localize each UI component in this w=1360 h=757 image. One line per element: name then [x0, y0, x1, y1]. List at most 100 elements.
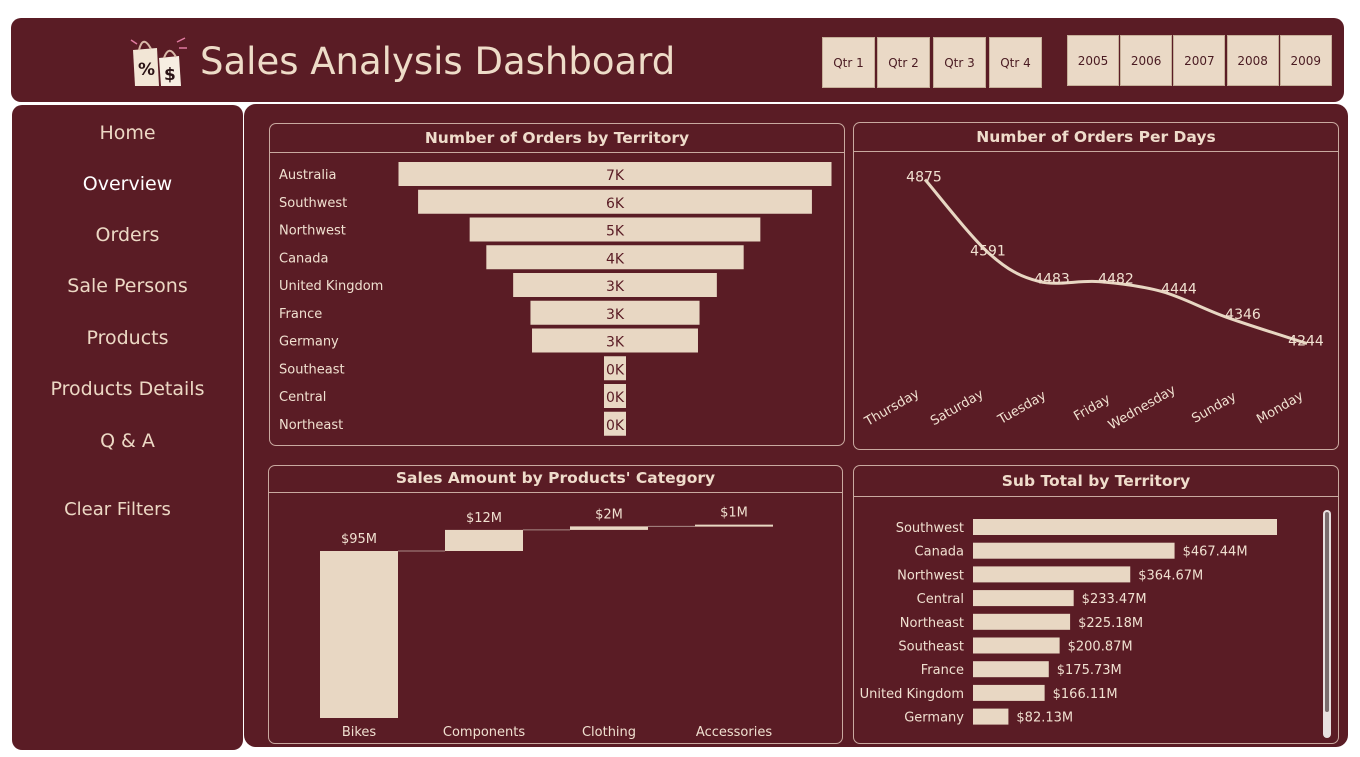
territory-label: France: [279, 307, 322, 322]
waterfall-bar[interactable]: [695, 524, 773, 527]
funnel-bar[interactable]: [398, 162, 832, 186]
subtotal-by-territory-title: Sub Total by Territory: [854, 466, 1338, 497]
nav-products[interactable]: Products: [86, 327, 169, 349]
funnel-bar[interactable]: [469, 217, 761, 242]
funnel-bar[interactable]: [486, 245, 744, 270]
subtotal-bar[interactable]: [973, 637, 1060, 654]
subtotal-bar[interactable]: [973, 519, 1277, 535]
funnel-data-label: 0K: [606, 362, 625, 378]
dollar-symbol: $: [164, 65, 176, 85]
funnel-bar[interactable]: [604, 411, 626, 436]
subtotal-data-label: $225.18M: [1078, 616, 1143, 631]
slicer-year-2008[interactable]: 2008: [1226, 35, 1279, 86]
funnel-data-label: 7K: [606, 168, 625, 184]
day-tick-label: Sunday: [1189, 389, 1239, 426]
funnel-data-label: 0K: [606, 390, 625, 406]
territory-label: Germany: [904, 711, 964, 726]
clear-filters-button[interactable]: Clear Filters: [64, 499, 171, 520]
territory-label: Northeast: [279, 418, 343, 433]
slicer-year-2007[interactable]: 2007: [1173, 35, 1226, 86]
line-data-label: 4591: [970, 243, 1006, 259]
subtotal-bar[interactable]: [973, 566, 1131, 583]
subtotal-by-territory-chart: Southwest Canada $467.44M Northwest $364.67M…: [860, 519, 1277, 726]
line-data-label: 4244: [1288, 334, 1324, 350]
nav-overview[interactable]: Overview: [82, 173, 173, 195]
funnel-data-label: 3K: [606, 307, 625, 323]
waterfall-data-label: $2M: [595, 507, 623, 522]
waterfall-bar[interactable]: [320, 551, 398, 718]
shopping-bags-icon: % $: [130, 37, 187, 86]
sidebar-nav: Home Overview Orders Sale Persons Produc…: [12, 105, 243, 750]
funnel-bar[interactable]: [532, 328, 698, 353]
territory-label: Northwest: [897, 568, 964, 583]
territory-label: Northeast: [900, 616, 964, 631]
territory-label: Central: [917, 592, 964, 607]
category-tick-label: Clothing: [582, 725, 636, 740]
category-tick-label: Bikes: [342, 725, 377, 740]
subtotal-by-territory-card: Sub Total by Territory Southwest Canada $4…: [853, 465, 1339, 744]
category-tick-label: Components: [443, 725, 525, 740]
orders-by-territory-chart: Australia 7K Southwest 6K Northwest 5K Canada 4…: [279, 162, 832, 436]
waterfall-data-label: $95M: [341, 532, 377, 547]
line-data-label: 4483: [1034, 271, 1070, 287]
category-tick-label: Accessories: [696, 725, 772, 740]
line-data-label: 4346: [1225, 307, 1261, 323]
line-data-label: 4875: [906, 170, 942, 186]
subtotal-data-label: $166.11M: [1053, 687, 1118, 702]
slicer-year-2006[interactable]: 2006: [1120, 35, 1173, 86]
territory-label: Northwest: [279, 224, 346, 239]
line-data-label: 4482: [1098, 272, 1134, 288]
subtotal-bar[interactable]: [973, 661, 1049, 678]
nav-products-details[interactable]: Products Details: [50, 378, 205, 400]
orders-line[interactable]: [923, 178, 1308, 345]
orders-per-days-chart: 4875 4591 4483 4482 4444 4346 4244 Thursday Satu…: [861, 170, 1324, 434]
funnel-bar[interactable]: [604, 384, 626, 408]
funnel-bar[interactable]: [418, 189, 812, 214]
territory-label: France: [921, 663, 964, 678]
nav-home[interactable]: Home: [99, 122, 156, 144]
subtotal-bar[interactable]: [973, 708, 1009, 725]
territory-label: Australia: [279, 168, 337, 183]
waterfall-bar[interactable]: [445, 529, 523, 551]
territory-label: Central: [279, 390, 326, 405]
slicer-qtr-3[interactable]: Qtr 3: [933, 37, 986, 88]
territory-label: United Kingdom: [860, 687, 964, 702]
territory-label: Southeast: [279, 362, 345, 377]
slicer-qtr-1[interactable]: Qtr 1: [822, 37, 875, 88]
page-title: Sales Analysis Dashboard: [200, 40, 676, 83]
territory-label: United Kingdom: [279, 279, 383, 294]
slicer-year-2005[interactable]: 2005: [1067, 35, 1119, 86]
funnel-bar[interactable]: [513, 273, 717, 297]
subtotal-bar[interactable]: [973, 684, 1045, 701]
waterfall-bar[interactable]: [570, 526, 648, 530]
orders-per-days-title: Number of Orders Per Days: [854, 123, 1338, 152]
subtotal-bar[interactable]: [973, 542, 1175, 559]
funnel-data-label: 3K: [606, 279, 625, 295]
territory-label: Southwest: [896, 521, 964, 536]
subtotal-data-label: $364.67M: [1138, 568, 1203, 583]
subtotal-data-label: $175.73M: [1057, 663, 1122, 678]
subtotal-data-label: $200.87M: [1068, 640, 1133, 655]
slicer-year-2009[interactable]: 2009: [1279, 35, 1332, 86]
subtotal-scrollbar-thumb[interactable]: [1325, 512, 1329, 712]
subtotal-data-label: $467.44M: [1183, 545, 1248, 560]
subtotal-bar[interactable]: [973, 613, 1071, 630]
orders-per-days-card: Number of Orders Per Days 4875 4591 4483 44…: [853, 122, 1339, 450]
subtotal-bar[interactable]: [973, 590, 1074, 607]
funnel-bar[interactable]: [604, 356, 626, 381]
nav-sale-persons[interactable]: Sale Persons: [67, 275, 188, 297]
funnel-bar[interactable]: [530, 300, 700, 325]
funnel-data-label: 4K: [606, 251, 625, 267]
slicer-qtr-2[interactable]: Qtr 2: [877, 37, 930, 88]
subtotal-data-label: $233.47M: [1082, 592, 1147, 607]
orders-by-territory-card: Number of Orders by Territory Australia 7…: [269, 123, 845, 446]
slicer-qtr-4[interactable]: Qtr 4: [989, 37, 1042, 88]
sales-by-category-title: Sales Amount by Products' Category: [269, 466, 842, 493]
subtotal-data-label: $82.13M: [1016, 711, 1073, 726]
nav-orders[interactable]: Orders: [95, 224, 160, 246]
territory-label: Canada: [279, 251, 328, 266]
territory-label: Germany: [279, 335, 339, 350]
waterfall-data-label: $12M: [466, 511, 502, 526]
territory-label: Southwest: [279, 196, 347, 211]
nav-q-and-a[interactable]: Q & A: [100, 430, 155, 452]
